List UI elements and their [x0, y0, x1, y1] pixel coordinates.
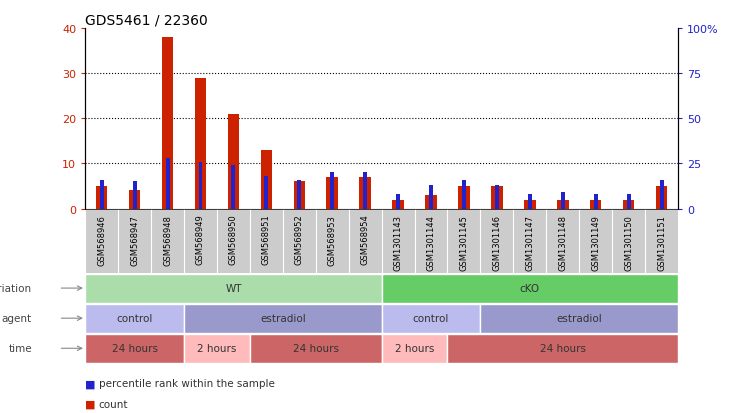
Bar [659, 180, 663, 209]
Bar [327, 178, 338, 209]
Text: 24 hours: 24 hours [539, 344, 585, 354]
Bar [85, 304, 184, 333]
Bar [85, 334, 184, 363]
Bar [162, 38, 173, 209]
Bar [184, 304, 382, 333]
Text: 24 hours: 24 hours [293, 344, 339, 354]
Bar [195, 78, 206, 209]
Bar [129, 191, 140, 209]
Text: control: control [116, 313, 153, 323]
Text: ■: ■ [85, 378, 96, 388]
Text: GSM568947: GSM568947 [130, 214, 139, 265]
Bar [392, 200, 404, 209]
Text: genotype/variation: genotype/variation [0, 283, 32, 293]
Bar [429, 185, 433, 209]
Bar [557, 200, 568, 209]
Bar [594, 195, 598, 209]
Text: estradiol: estradiol [260, 313, 306, 323]
Bar [165, 159, 170, 209]
Text: agent: agent [1, 313, 32, 323]
Text: GSM568948: GSM568948 [163, 214, 172, 265]
Text: GSM568950: GSM568950 [229, 214, 238, 265]
Bar [85, 274, 382, 303]
Text: GSM568946: GSM568946 [97, 214, 106, 265]
Bar [297, 180, 302, 209]
Text: ■: ■ [85, 399, 96, 409]
Bar [425, 195, 436, 209]
Bar [96, 187, 107, 209]
Text: time: time [8, 344, 32, 354]
Bar [359, 178, 371, 209]
Bar [363, 173, 367, 209]
Bar [250, 334, 382, 363]
Bar [396, 195, 400, 209]
Bar [133, 182, 136, 209]
Text: GSM1301148: GSM1301148 [558, 214, 568, 270]
Text: GSM1301145: GSM1301145 [459, 214, 468, 270]
Text: count: count [99, 399, 128, 409]
Bar [458, 187, 470, 209]
Text: GSM1301143: GSM1301143 [393, 214, 402, 270]
Text: GSM568954: GSM568954 [361, 214, 370, 265]
Bar [184, 334, 250, 363]
Text: GSM1301146: GSM1301146 [492, 214, 502, 270]
Text: GSM568949: GSM568949 [196, 214, 205, 265]
Bar [561, 193, 565, 209]
Bar [462, 180, 466, 209]
Text: 2 hours: 2 hours [197, 344, 236, 354]
Text: GDS5461 / 22360: GDS5461 / 22360 [85, 14, 208, 28]
Text: GSM568952: GSM568952 [295, 214, 304, 265]
Text: GSM1301144: GSM1301144 [427, 214, 436, 270]
Text: estradiol: estradiol [556, 313, 602, 323]
Bar [261, 150, 272, 209]
Bar [231, 166, 236, 209]
Text: WT: WT [225, 283, 242, 293]
Bar [382, 274, 678, 303]
Bar [382, 304, 480, 333]
Bar [480, 304, 678, 333]
Bar [623, 200, 634, 209]
Bar [590, 200, 602, 209]
Bar [199, 162, 202, 209]
Text: control: control [413, 313, 449, 323]
Bar [100, 180, 104, 209]
Text: GSM568953: GSM568953 [328, 214, 336, 265]
Bar [524, 200, 536, 209]
Text: cKO: cKO [519, 283, 540, 293]
Text: GSM1301147: GSM1301147 [525, 214, 534, 270]
Bar [491, 187, 502, 209]
Text: 24 hours: 24 hours [112, 344, 158, 354]
Bar [382, 334, 448, 363]
Bar [495, 185, 499, 209]
Bar [528, 195, 532, 209]
Text: percentile rank within the sample: percentile rank within the sample [99, 378, 274, 388]
Text: GSM1301151: GSM1301151 [657, 214, 666, 270]
Text: GSM1301149: GSM1301149 [591, 214, 600, 270]
Bar [293, 182, 305, 209]
Bar [227, 114, 239, 209]
Bar [656, 187, 668, 209]
Text: 2 hours: 2 hours [395, 344, 434, 354]
Text: GSM568951: GSM568951 [262, 214, 271, 265]
Bar [330, 173, 334, 209]
Text: GSM1301150: GSM1301150 [624, 214, 633, 270]
Bar [627, 195, 631, 209]
Bar [448, 334, 678, 363]
Bar [265, 177, 268, 209]
